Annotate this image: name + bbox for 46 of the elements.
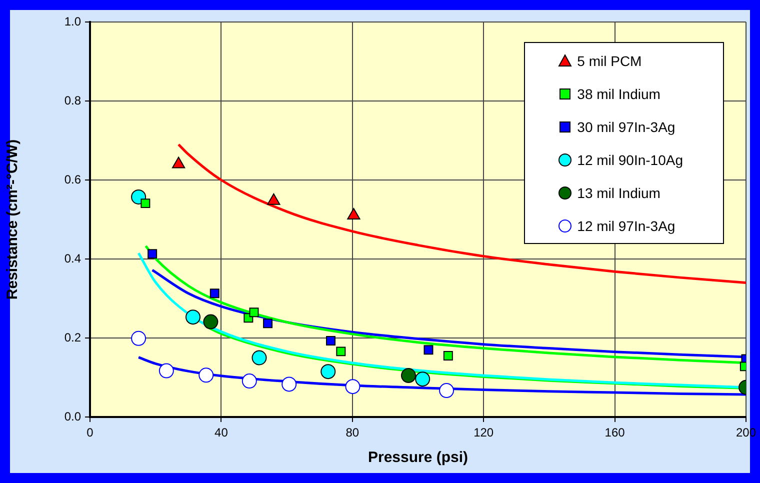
point (210, 288, 220, 298)
point (345, 379, 360, 394)
point (320, 364, 336, 380)
legend-label: 38 mil Indium (577, 86, 660, 102)
point (400, 368, 416, 384)
line-series (137, 356, 746, 396)
point (424, 345, 434, 355)
point (148, 249, 158, 259)
y-tick-label: 0.2 (64, 330, 82, 344)
x-axis-title: Pressure (psi) (368, 449, 468, 466)
x-tick-label: 160 (604, 426, 626, 440)
y-tick-label: 1.0 (64, 14, 82, 28)
point (172, 156, 186, 168)
point (249, 308, 259, 318)
point (282, 376, 297, 392)
y-axis-title: Resistance (cm²-°C/W) (4, 139, 22, 300)
point (203, 314, 218, 330)
legend-label: 13 mil Indium (577, 184, 660, 200)
y-tick-label: 0.8 (64, 93, 82, 108)
legend-label: 30 mil 97In-3Ag (577, 118, 676, 134)
y-tick-label: 0.0 (64, 409, 82, 424)
point (131, 330, 146, 346)
x-tick-label: 80 (346, 426, 360, 440)
point (198, 368, 214, 383)
point (252, 350, 267, 366)
point (347, 208, 360, 220)
point (263, 318, 273, 328)
x-tick-label: 0 (86, 426, 94, 440)
legend-label: 5 mil PCM (577, 52, 642, 68)
point (336, 346, 346, 356)
x-tick-label: 120 (474, 426, 494, 440)
point (443, 351, 453, 361)
point (415, 372, 430, 387)
x-tick-label: 40 (214, 426, 228, 440)
point (185, 310, 200, 325)
point (242, 374, 257, 389)
y-tick-label: 0.6 (64, 172, 82, 186)
point (267, 193, 280, 205)
point (439, 383, 454, 398)
y-tick-label: 0.4 (64, 251, 82, 266)
line-series (177, 143, 746, 284)
point (140, 198, 150, 208)
legend-label: 12 mil 90In-10Ag (577, 152, 683, 168)
legend-label: 12 mil 97In-3Ag (577, 218, 676, 234)
point (158, 363, 174, 378)
point (326, 336, 336, 346)
